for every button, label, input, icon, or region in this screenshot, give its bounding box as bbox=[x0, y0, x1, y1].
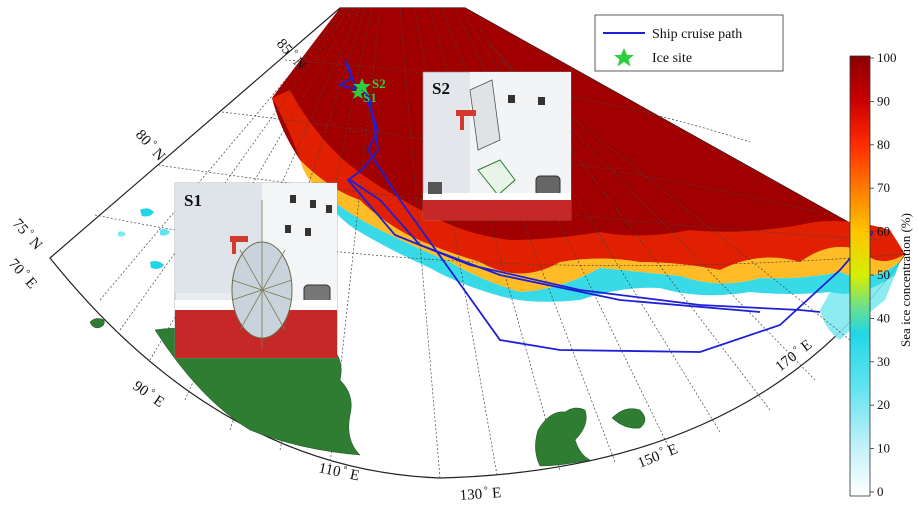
colorbar-tick-label: 70 bbox=[877, 180, 890, 195]
colorbar-ramp bbox=[849, 55, 871, 497]
legend-path-label: Ship cruise path bbox=[652, 27, 742, 42]
photo-s1: S1 bbox=[174, 182, 338, 359]
colorbar-tick-label: 90 bbox=[877, 93, 890, 108]
colorbar-tick-label: 30 bbox=[877, 354, 890, 369]
colorbar-tick-label: 50 bbox=[877, 267, 890, 282]
lat-label-75: 75°N bbox=[9, 215, 46, 253]
lon-label-90: 90°E bbox=[130, 377, 168, 411]
lon-label-110: 110°E bbox=[317, 459, 361, 484]
colorbar-tick-label: 80 bbox=[877, 137, 890, 152]
photo-s2: S2 bbox=[422, 71, 572, 221]
colorbar-tick-label: 0 bbox=[877, 484, 884, 499]
site-label-s1: S1 bbox=[363, 90, 377, 105]
ice-site-star-s1 bbox=[351, 86, 365, 99]
colorbar-tick-label: 100 bbox=[877, 50, 897, 65]
photo-label-s2: S2 bbox=[432, 79, 450, 98]
lon-label-70: 70°E bbox=[5, 255, 40, 292]
colorbar-tick-label: 60 bbox=[877, 224, 890, 239]
colorbar-tick-label: 10 bbox=[877, 441, 890, 456]
colorbar-title: Sea ice concentration (%) bbox=[898, 213, 913, 347]
site-label-s2: S2 bbox=[372, 76, 386, 91]
colorbar-tick-label: 20 bbox=[877, 397, 890, 412]
lon-label-130: 130° E bbox=[459, 484, 502, 503]
photo-label-s1: S1 bbox=[184, 191, 202, 210]
legend-site-label: Ice site bbox=[652, 51, 692, 66]
ice-site-markers: S2 S1 bbox=[351, 76, 386, 105]
legend-site-star-icon bbox=[614, 48, 634, 67]
colorbar-tick-label: 40 bbox=[877, 310, 890, 325]
legend: Ship cruise path Ice site bbox=[594, 14, 784, 72]
ship-cruise-path bbox=[337, 59, 874, 353]
lat-label-80: 80°N bbox=[132, 126, 169, 164]
